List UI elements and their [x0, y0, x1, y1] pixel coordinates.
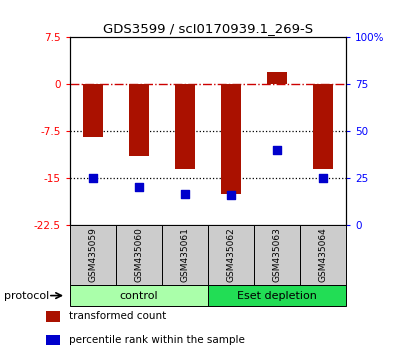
Text: control: control: [120, 291, 158, 301]
Bar: [116, 225, 162, 285]
Point: [228, 193, 234, 198]
Bar: [208, 225, 254, 285]
Bar: [300, 225, 346, 285]
Text: percentile rank within the sample: percentile rank within the sample: [69, 335, 245, 345]
Bar: [254, 225, 300, 285]
Point: [136, 184, 142, 190]
Text: Eset depletion: Eset depletion: [237, 291, 317, 301]
Text: GSM435063: GSM435063: [272, 227, 282, 282]
Point: [320, 175, 326, 181]
Bar: [175, 84, 195, 169]
Title: GDS3599 / scI0170939.1_269-S: GDS3599 / scI0170939.1_269-S: [103, 22, 313, 35]
Bar: [46, 335, 60, 346]
Text: GSM435061: GSM435061: [180, 227, 190, 282]
Text: GSM435060: GSM435060: [134, 227, 144, 282]
Text: GSM435064: GSM435064: [318, 228, 328, 282]
Point: [90, 175, 96, 181]
Text: GSM435062: GSM435062: [226, 228, 236, 282]
Bar: [267, 72, 287, 84]
Text: GSM435059: GSM435059: [88, 227, 98, 282]
Bar: [70, 285, 208, 306]
Bar: [208, 285, 346, 306]
Bar: [46, 311, 60, 321]
Bar: [83, 84, 103, 137]
Point: [182, 191, 188, 196]
Bar: [313, 84, 333, 169]
Bar: [221, 84, 241, 194]
Bar: [70, 225, 116, 285]
Text: protocol: protocol: [4, 291, 49, 301]
Bar: [129, 84, 149, 156]
Point: [274, 147, 280, 153]
Bar: [162, 225, 208, 285]
Text: transformed count: transformed count: [69, 311, 166, 321]
